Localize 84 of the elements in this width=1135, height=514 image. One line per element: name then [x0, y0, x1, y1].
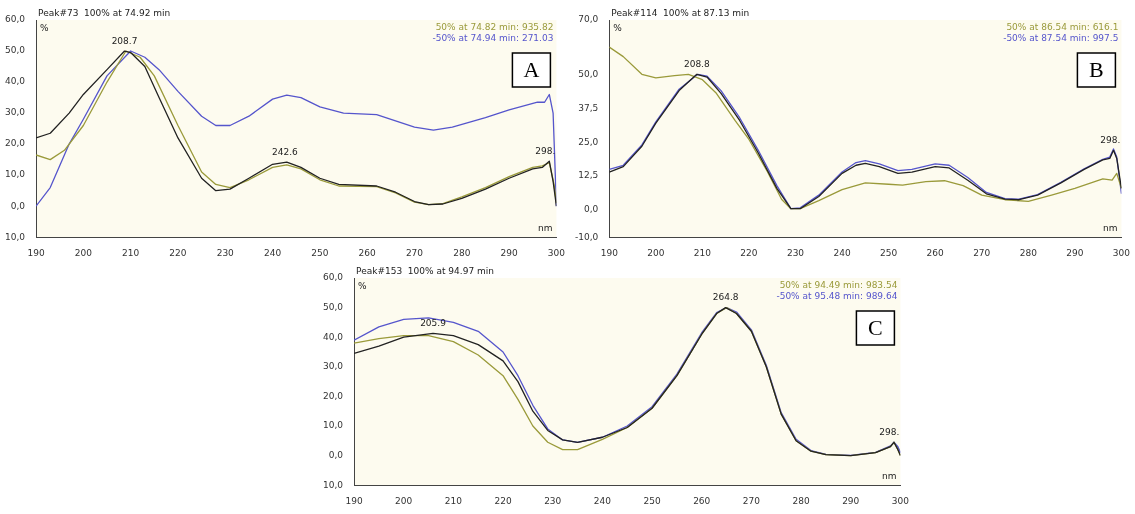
x-tick-label: 250 — [880, 247, 898, 258]
x-tick-label: 250 — [643, 495, 661, 506]
x-axis-title: nm — [881, 471, 897, 482]
x-tick-label: 270 — [973, 247, 991, 258]
y-axis-title: % — [40, 22, 50, 33]
x-tick-label: 210 — [122, 247, 140, 258]
text: 50% at 94.49 min: 983.54 — [779, 279, 898, 290]
y-tick-label: 30,0 — [4, 107, 26, 118]
y-tick-label: 10,0 — [4, 169, 26, 180]
annotation: 298. — [879, 427, 900, 438]
x-axis-title: nm — [537, 223, 553, 234]
y-tick-label: 0,0 — [583, 204, 599, 215]
y-tick-label: 12,5 — [578, 170, 599, 181]
x-tick-label: 260 — [358, 247, 377, 258]
x-tick-label: 200 — [395, 495, 413, 506]
y-tick-label: 20,0 — [322, 390, 344, 401]
y-tick-label: 60,0 — [322, 272, 344, 283]
annotation: B — [1089, 56, 1104, 82]
annotation: 205.9 — [420, 318, 447, 329]
text: -50% at 87.54 min: 997.5 — [1003, 32, 1119, 43]
text: 50% at 86.54 min: 616.1 — [1006, 21, 1119, 32]
chart-title: Peak#114 100% at 87.13 min — [611, 7, 750, 18]
annotation: C — [868, 314, 883, 340]
text: -50% at 95.48 min: 989.64 — [776, 290, 898, 301]
y-tick-label: 0,0 — [10, 200, 26, 211]
chart-title: Peak#73 100% at 74.92 min — [38, 7, 171, 18]
y-tick-label: 10,0 — [4, 231, 26, 242]
x-tick-label: 280 — [453, 247, 471, 258]
y-tick-label: 30,0 — [322, 361, 344, 372]
x-tick-label: 220 — [169, 247, 187, 258]
y-tick-label: 70,0 — [578, 14, 599, 25]
y-tick-label: 0,0 — [328, 449, 344, 460]
y-axis-title: % — [358, 280, 368, 291]
y-tick-label: 25,0 — [578, 136, 599, 147]
y-tick-label: 50,0 — [322, 301, 344, 312]
x-tick-label: 210 — [444, 495, 463, 506]
annotation: 264.8 — [712, 292, 739, 303]
x-tick-label: 240 — [263, 247, 282, 258]
text: 50% at 74.82 min: 935.82 — [435, 21, 554, 32]
x-tick-label: 260 — [926, 247, 945, 258]
y-tick-label: 20,0 — [4, 138, 26, 149]
x-tick-label: 230 — [786, 247, 805, 258]
y-tick-label: 37,5 — [578, 102, 599, 113]
x-tick-label: 280 — [792, 495, 810, 506]
x-axis-title: nm — [1102, 223, 1118, 234]
y-axis-title: % — [613, 22, 623, 33]
x-tick-label: 280 — [1019, 247, 1038, 258]
x-tick-label: 230 — [544, 495, 562, 506]
y-tick-label: 40,0 — [322, 331, 344, 342]
y-tick-label: 10,0 — [322, 479, 344, 490]
y-tick-label: 10,0 — [322, 420, 344, 431]
y-tick-label: 50,0 — [578, 68, 599, 79]
x-tick-label: 240 — [833, 247, 851, 258]
x-tick-label: 230 — [216, 247, 235, 258]
x-tick-label: 200 — [74, 247, 93, 258]
x-tick-label: 250 — [311, 247, 329, 258]
x-tick-label: 290 — [1066, 247, 1084, 258]
x-tick-label: 260 — [693, 495, 711, 506]
y-tick-label: 50,0 — [4, 45, 26, 56]
x-tick-label: 190 — [27, 247, 45, 258]
annotation: 208.7 — [111, 35, 138, 46]
annotation: 208.8 — [683, 59, 710, 70]
annotation: 242.6 — [271, 146, 299, 157]
x-tick-label: 300 — [891, 495, 910, 506]
x-tick-label: 190 — [600, 247, 619, 258]
annotation: A — [523, 56, 540, 82]
x-tick-label: 300 — [547, 247, 566, 258]
x-tick-label: 220 — [740, 247, 758, 258]
x-tick-label: 270 — [405, 247, 424, 258]
annotation: 298. — [1100, 135, 1121, 146]
x-tick-label: 190 — [345, 495, 363, 506]
chart-title: Peak#153 100% at 94.97 min — [356, 265, 494, 276]
y-tick-label: 40,0 — [4, 76, 26, 87]
x-tick-label: 200 — [647, 247, 665, 258]
text: -50% at 74.94 min: 271.03 — [432, 32, 554, 43]
x-tick-label: 240 — [593, 495, 612, 506]
x-tick-label: 210 — [693, 247, 712, 258]
x-tick-label: 300 — [1112, 247, 1131, 258]
x-tick-label: 290 — [500, 247, 518, 258]
x-tick-label: 290 — [842, 495, 860, 506]
x-tick-label: 270 — [742, 495, 761, 506]
y-tick-label: 60,0 — [4, 14, 26, 25]
y-tick-label: -10,0 — [574, 231, 599, 242]
x-tick-label: 220 — [494, 495, 512, 506]
